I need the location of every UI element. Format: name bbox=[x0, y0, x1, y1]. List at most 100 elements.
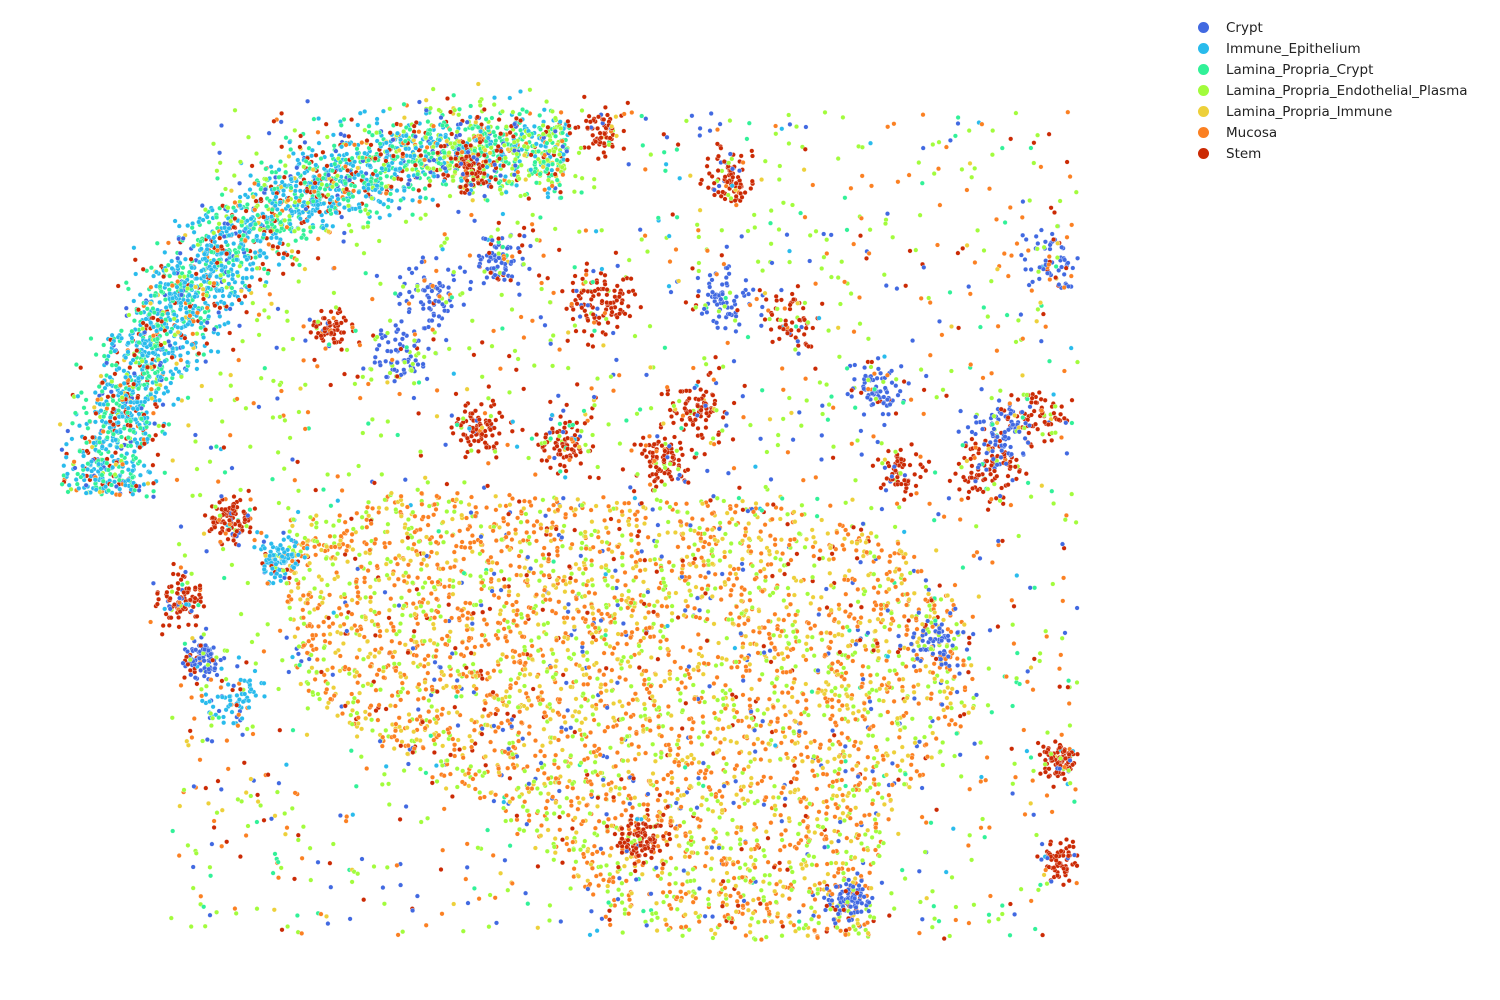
point-lamina-propria-immune bbox=[747, 641, 753, 647]
point-mucosa bbox=[496, 766, 502, 772]
point-lamina-propria-immune bbox=[544, 528, 550, 534]
point-mucosa bbox=[470, 776, 476, 782]
point-lamina-propria-immune bbox=[836, 606, 842, 612]
point-stem bbox=[660, 812, 666, 818]
point-lamina-propria-endothelial-plasma bbox=[363, 594, 369, 600]
point-mucosa bbox=[460, 755, 466, 761]
point-crypt bbox=[604, 811, 610, 817]
point-mucosa bbox=[376, 610, 382, 616]
point-mucosa bbox=[853, 547, 859, 553]
point-crypt bbox=[889, 760, 895, 766]
point-mucosa bbox=[455, 606, 461, 611]
point-mucosa bbox=[609, 651, 615, 657]
point-lamina-propria-immune bbox=[430, 621, 436, 627]
point-mucosa bbox=[368, 594, 374, 600]
point-mucosa bbox=[391, 733, 397, 739]
point-mucosa bbox=[779, 919, 784, 925]
point-mucosa bbox=[507, 685, 513, 691]
point-stem bbox=[501, 576, 507, 582]
point-lamina-propria-endothelial-plasma bbox=[892, 668, 898, 673]
point-crypt bbox=[837, 819, 843, 825]
point-lamina-propria-endothelial-plasma bbox=[750, 563, 755, 569]
point-lamina-propria-immune bbox=[553, 658, 559, 664]
point-mucosa bbox=[847, 815, 853, 821]
point-mucosa bbox=[708, 770, 714, 775]
point-stem bbox=[824, 605, 830, 611]
point-mucosa bbox=[786, 896, 792, 902]
point-mucosa bbox=[741, 766, 747, 772]
point-stem bbox=[530, 686, 536, 692]
point-mucosa bbox=[839, 777, 845, 783]
point-lamina-propria-endothelial-plasma bbox=[592, 759, 598, 765]
point-lamina-propria-immune bbox=[750, 897, 756, 903]
point-lamina-propria-immune bbox=[398, 728, 404, 734]
point-mucosa bbox=[499, 720, 504, 726]
point-lamina-propria-immune bbox=[573, 696, 579, 702]
point-lamina-propria-endothelial-plasma bbox=[528, 638, 534, 644]
point-lamina-propria-immune bbox=[617, 699, 623, 704]
point-mucosa bbox=[479, 632, 485, 638]
point-lamina-propria-endothelial-plasma bbox=[517, 794, 522, 800]
point-mucosa bbox=[775, 626, 780, 632]
point-mucosa bbox=[608, 845, 614, 851]
point-mucosa bbox=[829, 704, 835, 710]
point-lamina-propria-immune bbox=[784, 604, 790, 610]
point-mucosa bbox=[656, 714, 661, 719]
point-lamina-propria-endothelial-plasma bbox=[763, 934, 769, 940]
point-lamina-propria-endothelial-plasma bbox=[590, 712, 596, 717]
point-lamina-propria-endothelial-plasma bbox=[688, 842, 694, 848]
point-lamina-propria-immune bbox=[674, 833, 680, 839]
point-lamina-propria-endothelial-plasma bbox=[422, 580, 428, 586]
point-lamina-propria-immune bbox=[883, 772, 889, 778]
point-lamina-propria-immune bbox=[885, 752, 890, 758]
point-lamina-propria-immune bbox=[715, 726, 721, 732]
point-lamina-propria-endothelial-plasma bbox=[888, 610, 894, 616]
point-crypt bbox=[860, 676, 866, 682]
point-mucosa bbox=[605, 530, 611, 536]
point-mucosa bbox=[914, 626, 920, 632]
point-lamina-propria-immune bbox=[641, 504, 646, 510]
point-lamina-propria-endothelial-plasma bbox=[767, 881, 772, 887]
point-mucosa bbox=[736, 750, 742, 756]
point-lamina-propria-immune bbox=[487, 674, 493, 680]
point-lamina-propria-endothelial-plasma bbox=[793, 663, 799, 669]
point-lamina-propria-endothelial-plasma bbox=[691, 811, 697, 817]
point-mucosa bbox=[702, 775, 708, 781]
point-lamina-propria-immune bbox=[652, 758, 658, 764]
point-lamina-propria-immune bbox=[782, 704, 788, 709]
point-lamina-propria-immune bbox=[719, 807, 725, 813]
point-mucosa bbox=[443, 641, 448, 647]
point-mucosa bbox=[327, 592, 333, 598]
point-mucosa bbox=[856, 746, 861, 752]
point-lamina-propria-endothelial-plasma bbox=[910, 656, 916, 662]
point-lamina-propria-endothelial-plasma bbox=[937, 689, 943, 695]
point-mucosa bbox=[598, 698, 604, 704]
point-mucosa bbox=[447, 654, 453, 660]
point-lamina-propria-endothelial-plasma bbox=[518, 519, 524, 525]
point-mucosa bbox=[623, 629, 628, 635]
point-lamina-propria-immune bbox=[459, 512, 465, 518]
point-lamina-propria-endothelial-plasma bbox=[724, 831, 730, 837]
point-lamina-propria-endothelial-plasma bbox=[793, 634, 799, 640]
point-mucosa bbox=[612, 815, 618, 821]
point-lamina-propria-immune bbox=[406, 712, 412, 717]
point-mucosa bbox=[646, 690, 652, 696]
point-lamina-propria-immune bbox=[421, 557, 427, 563]
point-mucosa bbox=[459, 779, 465, 785]
point-lamina-propria-endothelial-plasma bbox=[571, 651, 577, 657]
point-mucosa bbox=[769, 516, 775, 522]
point-lamina-propria-immune bbox=[667, 752, 673, 758]
point-mucosa bbox=[717, 788, 723, 794]
point-mucosa bbox=[930, 670, 936, 676]
point-mucosa bbox=[757, 629, 762, 635]
point-lamina-propria-endothelial-plasma bbox=[589, 562, 595, 568]
point-mucosa bbox=[495, 724, 501, 730]
point-lamina-propria-immune bbox=[678, 898, 684, 904]
point-lamina-propria-endothelial-plasma bbox=[737, 865, 743, 871]
point-crypt bbox=[870, 768, 876, 774]
point-stem bbox=[452, 704, 458, 710]
point-mucosa bbox=[659, 733, 665, 739]
point-lamina-propria-endothelial-plasma bbox=[885, 736, 890, 742]
point-lamina-propria-immune bbox=[832, 692, 838, 698]
point-lamina-propria-endothelial-plasma bbox=[585, 624, 591, 630]
